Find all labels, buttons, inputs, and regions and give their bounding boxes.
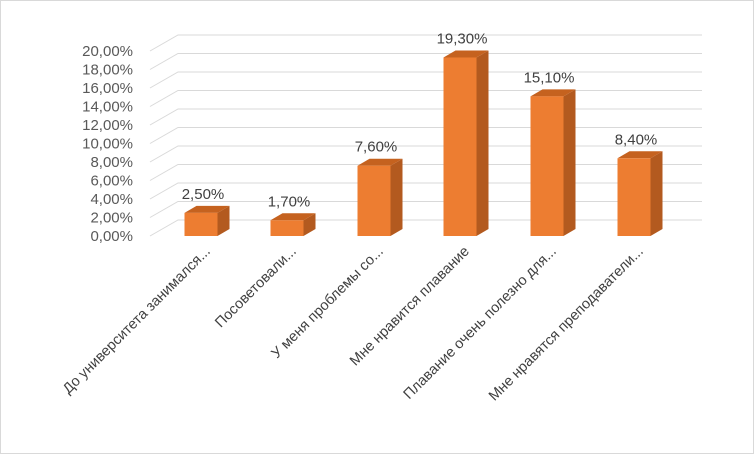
y-tick-label: 16,00% bbox=[82, 80, 133, 97]
gridline bbox=[149, 164, 702, 181]
bar bbox=[357, 165, 391, 236]
gridline bbox=[149, 90, 702, 107]
bar-top bbox=[443, 50, 489, 58]
data-label: 19,30% bbox=[437, 30, 488, 47]
data-label: 15,10% bbox=[524, 69, 575, 86]
bar-side bbox=[563, 89, 576, 236]
gridline bbox=[149, 145, 702, 163]
x-category-label: До университета занимался... bbox=[60, 244, 214, 398]
bar-top bbox=[617, 151, 663, 159]
y-tick-label: 12,00% bbox=[82, 117, 133, 134]
y-tick-label: 2,00% bbox=[90, 210, 133, 227]
gridline bbox=[149, 34, 702, 52]
gridline bbox=[149, 182, 702, 200]
y-tick-label: 20,00% bbox=[82, 43, 133, 60]
y-tick-label: 8,00% bbox=[90, 154, 133, 171]
data-label: 1,70% bbox=[268, 193, 311, 210]
gridline bbox=[149, 53, 702, 70]
y-tick-label: 10,00% bbox=[82, 136, 133, 153]
bar-top bbox=[270, 213, 316, 221]
x-category-label: Плавание очень полезно для... bbox=[401, 244, 560, 403]
bar bbox=[617, 158, 651, 236]
bar-side bbox=[390, 158, 403, 236]
bar bbox=[530, 96, 564, 236]
y-tick-label: 6,00% bbox=[90, 173, 133, 190]
bar-side bbox=[303, 213, 316, 236]
bar-top bbox=[357, 158, 403, 166]
bar-side bbox=[476, 50, 489, 236]
bar bbox=[184, 212, 218, 236]
gridline bbox=[149, 71, 702, 89]
data-label: 2,50% bbox=[182, 186, 225, 203]
bar bbox=[270, 220, 304, 236]
bar-top bbox=[184, 205, 230, 213]
x-category-label: Мне нравятся преподаватели... bbox=[486, 244, 647, 405]
bar-top bbox=[530, 89, 576, 97]
x-category-label: Посоветовали... bbox=[212, 244, 300, 332]
gridline bbox=[149, 108, 702, 126]
y-tick-label: 0,00% bbox=[90, 228, 133, 245]
y-tick-label: 4,00% bbox=[90, 191, 133, 208]
bar-side bbox=[217, 205, 230, 236]
data-label: 7,60% bbox=[355, 139, 398, 156]
bar-side bbox=[650, 151, 663, 236]
data-label: 8,40% bbox=[615, 131, 658, 148]
y-tick-label: 18,00% bbox=[82, 62, 133, 79]
y-tick-label: 14,00% bbox=[82, 99, 133, 116]
gridline bbox=[149, 201, 702, 218]
gridline bbox=[149, 219, 702, 237]
bar bbox=[443, 57, 477, 236]
gridline bbox=[149, 127, 702, 144]
